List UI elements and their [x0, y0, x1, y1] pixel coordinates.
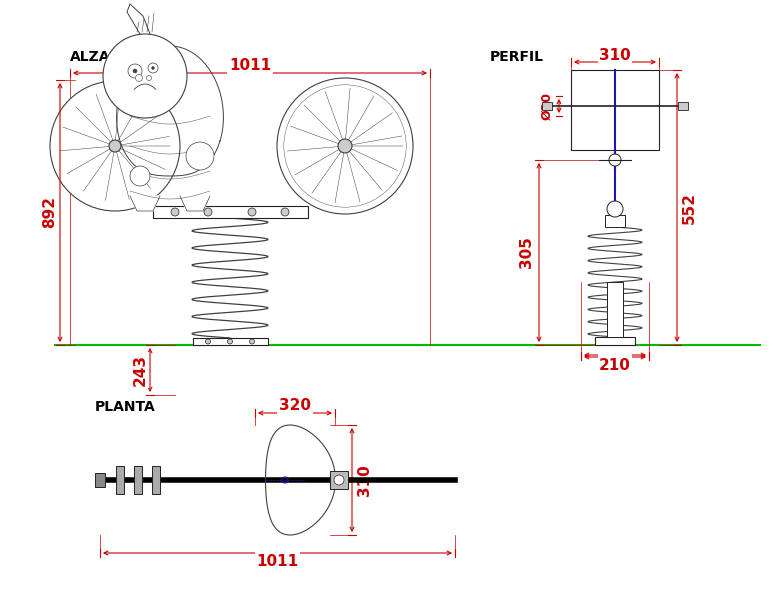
Bar [595, 337, 635, 345]
Circle shape [148, 63, 158, 73]
Bar [116, 466, 124, 494]
Circle shape [248, 208, 256, 216]
Circle shape [205, 339, 211, 344]
Bar [330, 471, 348, 489]
Polygon shape [266, 425, 336, 535]
Circle shape [609, 154, 621, 166]
Bar [678, 102, 688, 110]
Circle shape [607, 201, 623, 217]
Polygon shape [180, 196, 210, 211]
Bar [607, 282, 623, 337]
Circle shape [250, 339, 254, 344]
Circle shape [334, 475, 344, 485]
Text: 1011: 1011 [229, 58, 271, 73]
Circle shape [186, 142, 214, 170]
Circle shape [338, 139, 352, 153]
Circle shape [228, 339, 232, 344]
Circle shape [281, 208, 289, 216]
Bar [571, 70, 659, 150]
Circle shape [151, 67, 154, 70]
Polygon shape [130, 196, 160, 211]
Bar [152, 466, 160, 494]
Text: 305: 305 [519, 236, 535, 268]
Bar [542, 102, 552, 110]
Text: 210: 210 [599, 355, 631, 370]
Polygon shape [116, 46, 223, 176]
Text: 243: 243 [133, 354, 147, 386]
Circle shape [109, 140, 121, 152]
Circle shape [130, 166, 150, 186]
Text: 892: 892 [43, 196, 57, 229]
Text: 310: 310 [599, 47, 631, 62]
Text: Ø30: Ø30 [540, 92, 553, 120]
Bar [192, 338, 267, 345]
Text: 552: 552 [681, 191, 697, 223]
Circle shape [277, 78, 413, 214]
Text: 1011: 1011 [257, 553, 298, 569]
Bar [134, 466, 142, 494]
Circle shape [103, 34, 187, 118]
Circle shape [133, 69, 137, 73]
Bar [95, 473, 105, 487]
Text: 320: 320 [279, 398, 311, 413]
Text: PERFIL: PERFIL [490, 50, 544, 64]
Circle shape [146, 76, 151, 80]
Circle shape [50, 81, 180, 211]
Bar [605, 215, 625, 227]
Text: PLANTA: PLANTA [95, 400, 156, 414]
Circle shape [136, 74, 143, 82]
Text: 310: 310 [356, 464, 371, 496]
Text: 210: 210 [599, 358, 631, 373]
Circle shape [171, 208, 179, 216]
Circle shape [128, 64, 142, 78]
Bar [153, 206, 308, 218]
Circle shape [204, 208, 212, 216]
Text: ALZADO: ALZADO [70, 50, 134, 64]
